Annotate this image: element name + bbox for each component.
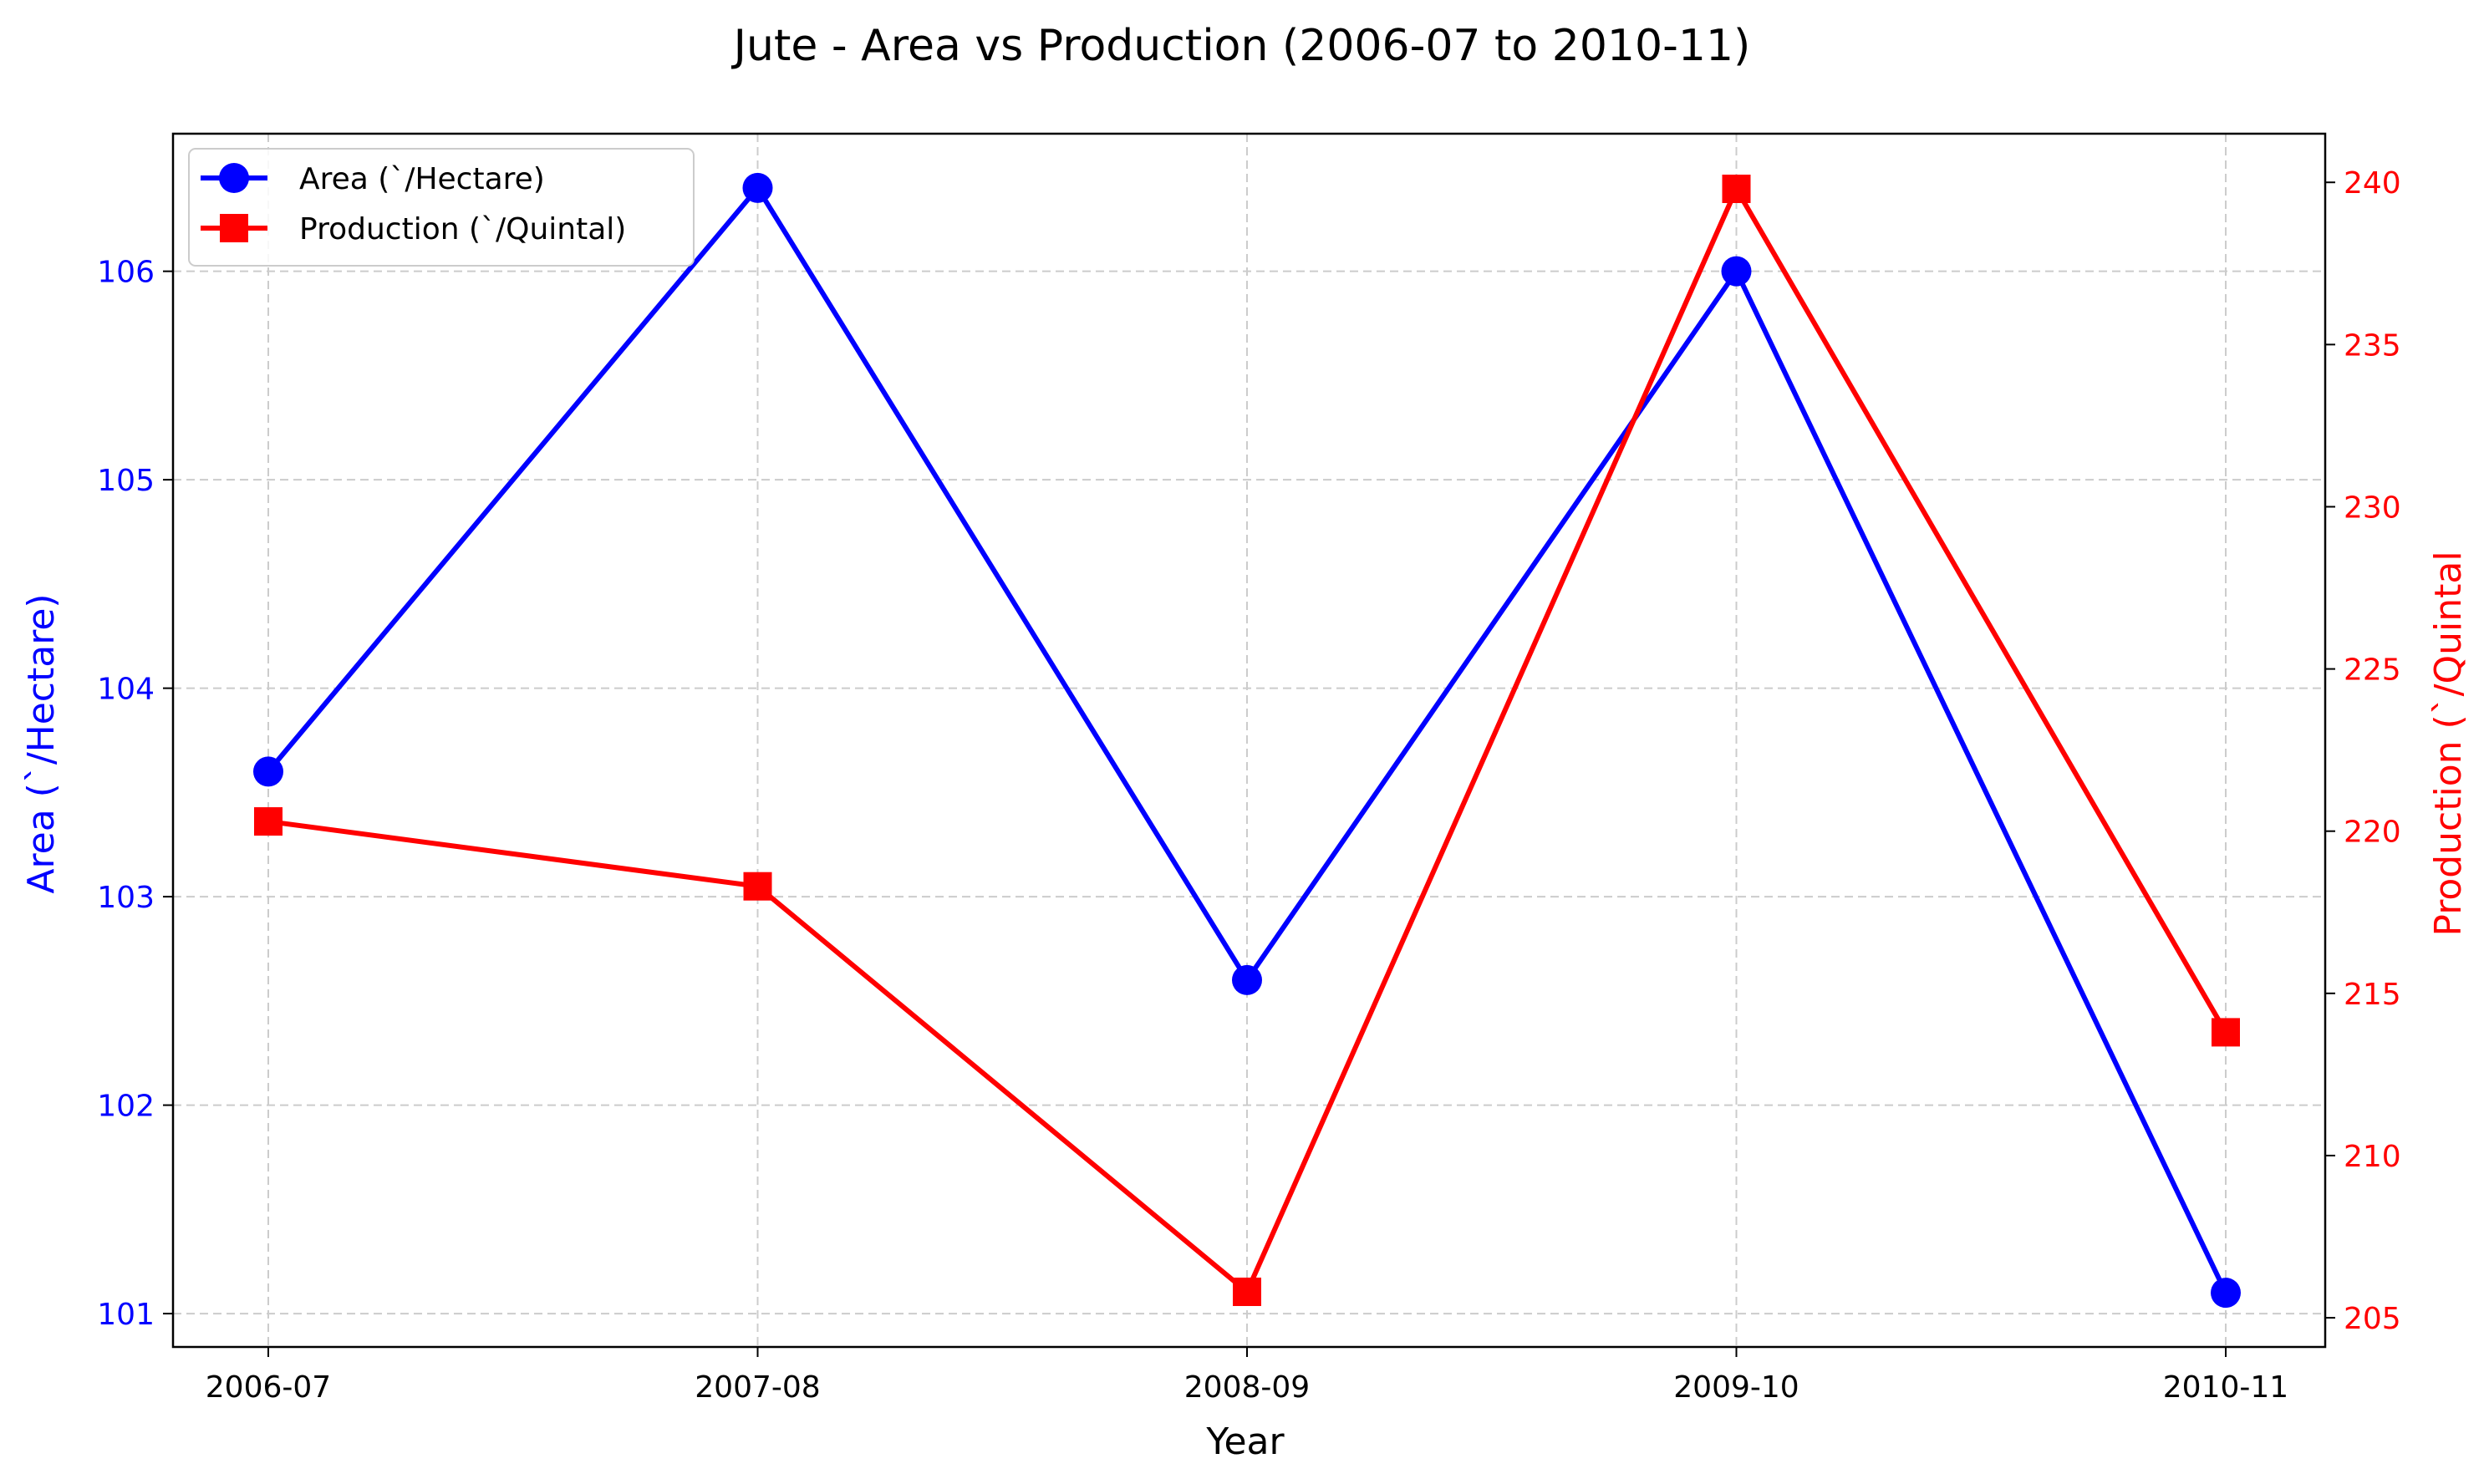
- y-right-tick-label: 215: [2344, 978, 2401, 1012]
- series-layer: [253, 172, 2241, 1309]
- chart-title: Jute - Area vs Production (2006-07 to 20…: [731, 21, 1751, 71]
- y-left-tick-label: 106: [97, 256, 155, 290]
- production-point: [254, 807, 283, 836]
- x-tick-label: 2010-11: [2163, 1370, 2288, 1405]
- legend-box: [188, 148, 695, 267]
- production-point: [2212, 1018, 2240, 1047]
- axes-layer: 2006-07 2007-08 2008-09 2009-10 2010-11 101 10…: [97, 132, 2401, 1405]
- area-point: [2211, 1278, 2241, 1309]
- y-right-tick-label: 235: [2344, 328, 2401, 363]
- grid-layer: [173, 134, 2325, 1347]
- x-axis-label: Year: [1205, 1420, 1285, 1463]
- area-point: [1232, 964, 1262, 995]
- legend: Area (`/Hectare) Production (`/Quintal): [188, 148, 695, 267]
- y-axis-right-label: Production (`/Quintal: [2427, 551, 2470, 936]
- y-right-tick-label: 240: [2344, 166, 2401, 201]
- area-point: [253, 756, 283, 787]
- area-point: [1721, 256, 1752, 287]
- x-tick-label: 2007-08: [695, 1370, 820, 1405]
- area-point: [742, 172, 773, 203]
- x-tick-label: 2009-10: [1673, 1370, 1799, 1405]
- x-tick-label: 2008-09: [1184, 1370, 1310, 1405]
- x-tick-label: 2006-07: [206, 1370, 331, 1405]
- legend-marker-area: [219, 163, 249, 193]
- y-left-tick-label: 105: [97, 464, 155, 498]
- y-right-tick-label: 205: [2344, 1302, 2401, 1336]
- y-axis-left-label: Area (`/Hectare): [20, 593, 63, 893]
- y-right-tick-label: 210: [2344, 1140, 2401, 1174]
- y-left-tick-label: 102: [97, 1090, 155, 1124]
- y-right-tick-label: 220: [2344, 816, 2401, 850]
- production-point: [743, 872, 772, 901]
- y-right-tick-label: 230: [2344, 490, 2401, 525]
- production-point: [1722, 175, 1751, 203]
- y-left-tick-label: 103: [97, 881, 155, 915]
- y-left-tick-label: 101: [97, 1298, 155, 1332]
- legend-label-production: Production (`/Quintal): [299, 212, 626, 246]
- legend-label-area: Area (`/Hectare): [299, 162, 545, 196]
- plot-frame: [171, 132, 2327, 1349]
- production-point: [1233, 1278, 1261, 1306]
- legend-marker-production: [220, 214, 248, 242]
- y-left-tick-label: 104: [97, 673, 155, 707]
- y-right-tick-label: 225: [2344, 653, 2401, 688]
